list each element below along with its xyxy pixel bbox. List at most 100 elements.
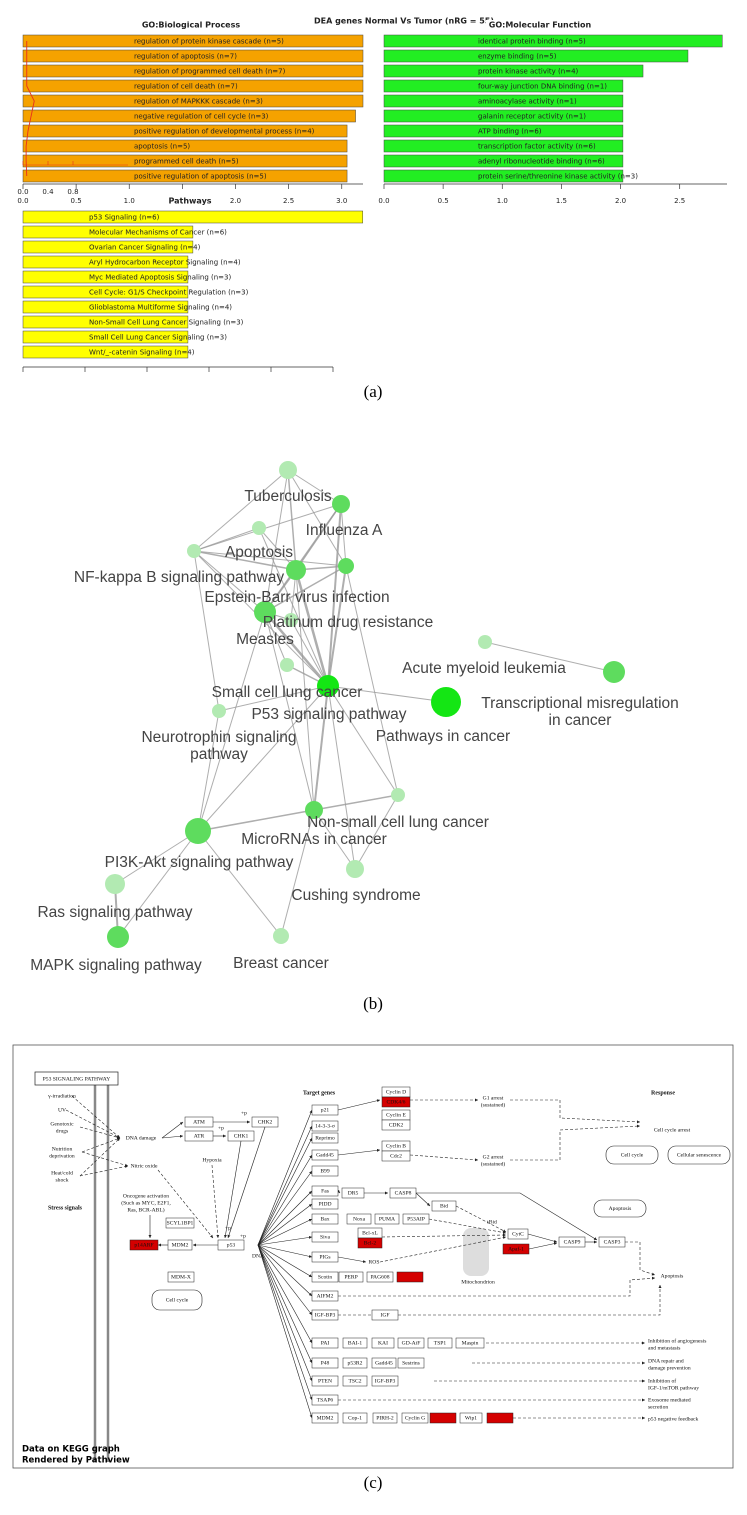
gene-box [311,1375,339,1387]
network-edge [117,830,199,938]
gene-label: PIRH-2 [376,1416,394,1422]
gene-label: Maspin [462,1341,479,1347]
network-node [286,560,306,580]
kegg-text: Ras, BCR-ABL) [127,1206,164,1213]
network-node [391,788,405,802]
bar-label: ATP binding (n=6) [478,128,542,136]
gene-label: CHK1 [234,1134,249,1140]
chart-title: GO:Biological Process [142,21,241,30]
network-edge [287,469,342,505]
gene-label: P53AIP [407,1217,425,1223]
kegg-arrow [257,1244,313,1419]
node-label: PI3K-Akt signaling pathway [105,854,294,871]
gene-box [311,1290,339,1302]
network-edge [287,469,347,567]
x-tick-label: 2.0 [615,197,626,205]
node-label: NF-kappa B signaling pathway [74,569,284,586]
kegg-text: Nutrition [52,1146,73,1152]
kegg-arrow [338,1285,662,1316]
bar-label: Wnt/_-catenin Signaling (n=4) [89,349,195,357]
gene-label: CHK2 [258,1120,273,1126]
panel-label: (c) [364,1473,383,1492]
bar [22,169,348,183]
bar [22,330,189,344]
kegg-text: Inhibition of [648,1377,676,1384]
node-label: Transcriptional misregulation [481,695,679,712]
network-node [346,860,364,878]
gene-label: p21 [321,1108,330,1114]
kegg-pill [151,1289,203,1311]
bar-label: apoptosis (n=5) [134,143,190,151]
bar [383,34,723,48]
network-edge [264,565,347,613]
kegg-arrow [257,1235,313,1246]
gene-box [184,1116,214,1128]
gene-box [371,1375,399,1387]
x-tick-label: 2.5 [283,197,294,205]
node-label: Breast cancer [233,955,329,972]
title-bg [485,20,595,30]
kegg-arrow [528,1242,558,1250]
title-bg [165,196,215,206]
bar [22,240,194,254]
x-tick-label: 0.5 [71,197,82,205]
node-label: Acute myeloid leukemia [402,660,566,677]
gene-box [167,1239,193,1251]
x-tick-label: 1.5 [556,197,567,205]
x-tick-label: 1.0 [497,197,508,205]
kegg-text: (Such as MYC, E2F1, [121,1199,171,1206]
bar [383,169,624,183]
bar-label: enzyme binding (n=5) [478,53,557,61]
gene-box [311,1149,339,1161]
kegg-arrow [79,1165,129,1177]
gene-box [311,1104,339,1116]
gene-label: Scotin [318,1275,332,1281]
gene-box [371,1337,395,1349]
gene-box [311,1309,339,1321]
kegg-arrow [409,1154,479,1162]
gene-label: Gadd45 [375,1361,393,1367]
network-node [284,613,298,627]
gene-label: IGF [380,1313,389,1319]
chart-title: Pathways [168,197,211,206]
kegg-arrow [257,1244,313,1258]
bar-label: p53 Signaling (n=6) [89,214,160,222]
network-edge [193,503,342,552]
gene-label: P48 [321,1361,330,1367]
gene-box [129,1239,159,1251]
network-node [338,558,354,574]
network-edge [218,685,329,712]
bar-label: adenyl ribonucleotide binding (n=6) [478,158,605,166]
node-label: Ras signaling pathway [37,904,192,921]
node-label: Pathways in cancer [376,728,510,745]
kegg-arrow [157,1169,214,1239]
gene-label: ATM [193,1120,205,1126]
network-node [254,601,276,623]
bar-label: regulation of apoptosis (n=7) [134,53,237,61]
title-bg [138,20,244,30]
network-edge [264,611,315,811]
gene-label: B99 [320,1169,330,1175]
kegg-heading: Response [651,1090,675,1096]
bar [22,64,364,78]
network-node [105,874,125,894]
network-edge [340,503,347,567]
bar [383,49,689,63]
kegg-text: Mitochondrion [461,1279,495,1285]
gene-box [455,1337,485,1349]
kegg-pill-label: Cell cycle [166,1297,189,1303]
network-edge [193,550,297,571]
kegg-text: Inhibition of angiogenesis [648,1337,706,1344]
gene-box [502,1243,530,1255]
network-node [107,926,129,948]
gene-box [431,1200,457,1212]
bar-label: Aryl Hydrocarbon Receptor Signaling (n=4… [89,259,241,267]
gene-box [227,1130,255,1142]
panel-label: (b) [363,994,383,1013]
kegg-text: +p [218,1125,224,1131]
network-edge [264,611,329,687]
kegg-text: deprivation [49,1153,75,1159]
bar [22,300,189,314]
bar-label: Glioblastoma Multiforme Signaling (n=4) [89,304,232,312]
